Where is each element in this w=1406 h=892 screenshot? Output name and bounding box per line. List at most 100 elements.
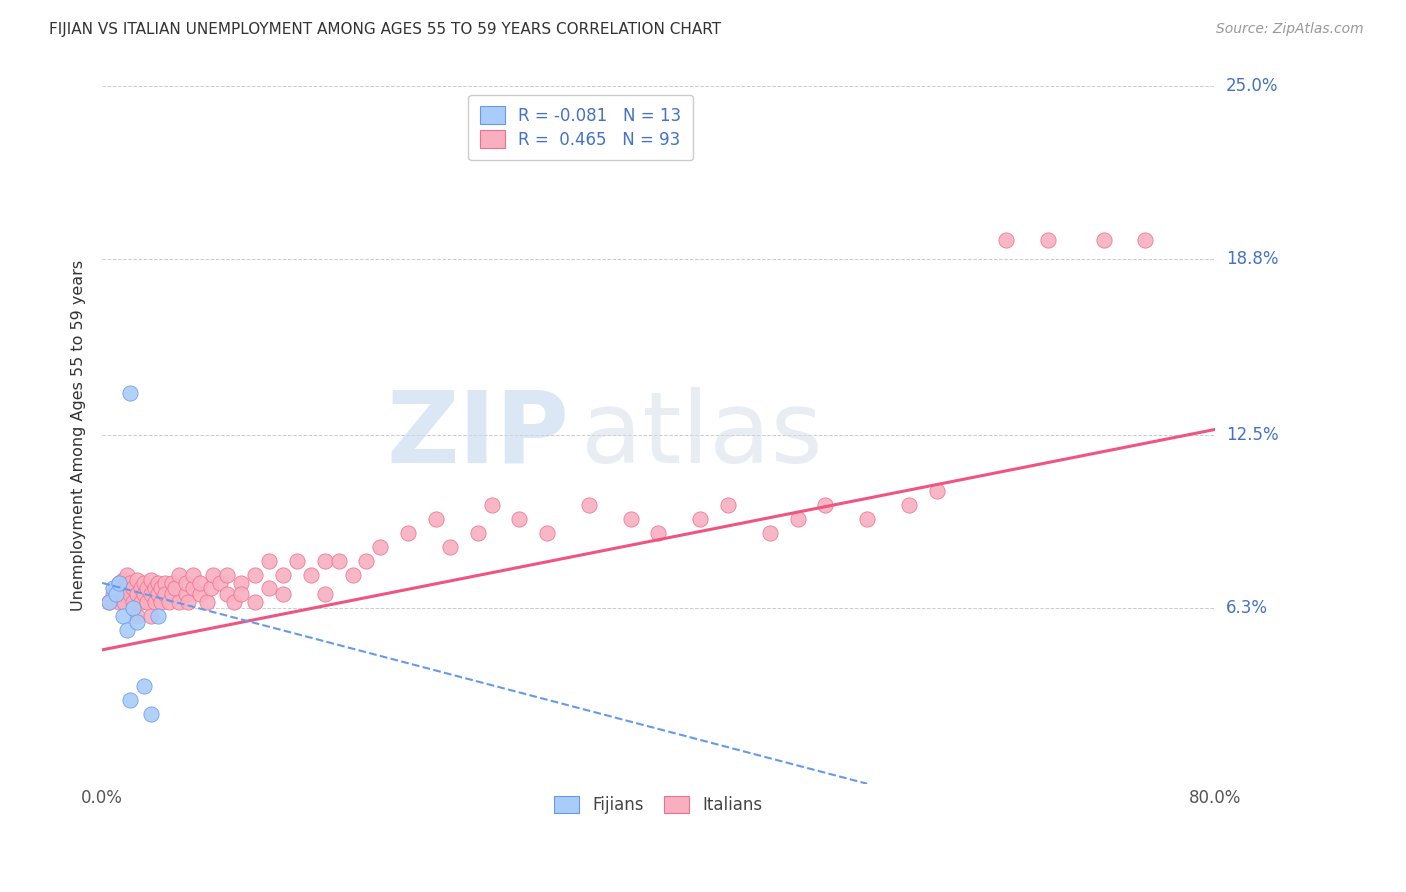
Point [396, 525, 419, 540]
Point [209, 575, 232, 590]
Point [132, 575, 155, 590]
Point [1092, 233, 1115, 247]
Point [118, 575, 141, 590]
Point [925, 483, 948, 498]
Point [342, 567, 364, 582]
Point [125, 573, 148, 587]
Point [620, 512, 643, 526]
Point [224, 595, 246, 609]
Point [814, 498, 837, 512]
Point [536, 525, 558, 540]
Point [103, 582, 125, 596]
Text: 12.5%: 12.5% [1226, 426, 1278, 444]
Point [121, 595, 143, 609]
Point [143, 595, 166, 609]
Point [139, 706, 162, 721]
Point [467, 525, 489, 540]
Point [108, 595, 131, 609]
Legend: Fijians, Italians: Fijians, Italians [544, 786, 773, 824]
Point [139, 573, 162, 587]
Point [1135, 233, 1157, 247]
Text: 6.3%: 6.3% [1226, 599, 1268, 617]
Point [167, 567, 190, 582]
Point [181, 567, 204, 582]
Point [98, 595, 121, 609]
Point [112, 609, 135, 624]
Point [181, 582, 204, 596]
Point [245, 567, 267, 582]
Point [271, 567, 294, 582]
Point [231, 575, 253, 590]
Point [481, 498, 503, 512]
Text: 18.8%: 18.8% [1226, 251, 1278, 268]
Point [132, 587, 155, 601]
Point [125, 587, 148, 601]
Point [139, 587, 162, 601]
Point [856, 512, 879, 526]
Y-axis label: Unemployment Among Ages 55 to 59 years: Unemployment Among Ages 55 to 59 years [72, 260, 86, 611]
Point [202, 567, 225, 582]
Point [647, 525, 669, 540]
Point [146, 609, 169, 624]
Point [285, 553, 308, 567]
Point [125, 615, 148, 629]
Point [121, 582, 143, 596]
Point [108, 575, 131, 590]
Point [717, 498, 740, 512]
Point [195, 595, 218, 609]
Point [578, 498, 600, 512]
Point [217, 567, 239, 582]
Point [118, 386, 141, 401]
Point [257, 553, 280, 567]
Point [163, 582, 186, 596]
Point [328, 553, 350, 567]
Point [689, 512, 711, 526]
Point [149, 582, 172, 596]
Point [118, 587, 141, 601]
Point [271, 587, 294, 601]
Point [174, 587, 197, 601]
Point [135, 582, 157, 596]
Point [117, 624, 139, 638]
Point [174, 575, 197, 590]
Point [117, 582, 139, 596]
Point [153, 587, 176, 601]
Point [188, 575, 211, 590]
Point [132, 679, 155, 693]
Point [129, 595, 152, 609]
Point [160, 575, 183, 590]
Point [245, 595, 267, 609]
Point [149, 595, 172, 609]
Text: ZIP: ZIP [387, 386, 569, 483]
Point [167, 595, 190, 609]
Point [257, 582, 280, 596]
Point [370, 540, 392, 554]
Point [143, 582, 166, 596]
Point [200, 582, 222, 596]
Point [121, 601, 143, 615]
Point [217, 587, 239, 601]
Point [177, 595, 200, 609]
Point [139, 609, 162, 624]
Point [314, 587, 336, 601]
Point [439, 540, 461, 554]
Point [105, 582, 128, 596]
Point [425, 512, 447, 526]
Point [125, 609, 148, 624]
Point [153, 575, 176, 590]
Text: FIJIAN VS ITALIAN UNEMPLOYMENT AMONG AGES 55 TO 59 YEARS CORRELATION CHART: FIJIAN VS ITALIAN UNEMPLOYMENT AMONG AGE… [49, 22, 721, 37]
Point [112, 573, 135, 587]
Point [897, 498, 920, 512]
Text: 25.0%: 25.0% [1226, 78, 1278, 95]
Text: atlas: atlas [581, 386, 823, 483]
Point [103, 587, 125, 601]
Point [160, 587, 183, 601]
Point [105, 587, 128, 601]
Point [508, 512, 530, 526]
Point [786, 512, 808, 526]
Point [146, 575, 169, 590]
Text: Source: ZipAtlas.com: Source: ZipAtlas.com [1216, 22, 1364, 37]
Point [356, 553, 378, 567]
Point [118, 693, 141, 707]
Point [129, 582, 152, 596]
